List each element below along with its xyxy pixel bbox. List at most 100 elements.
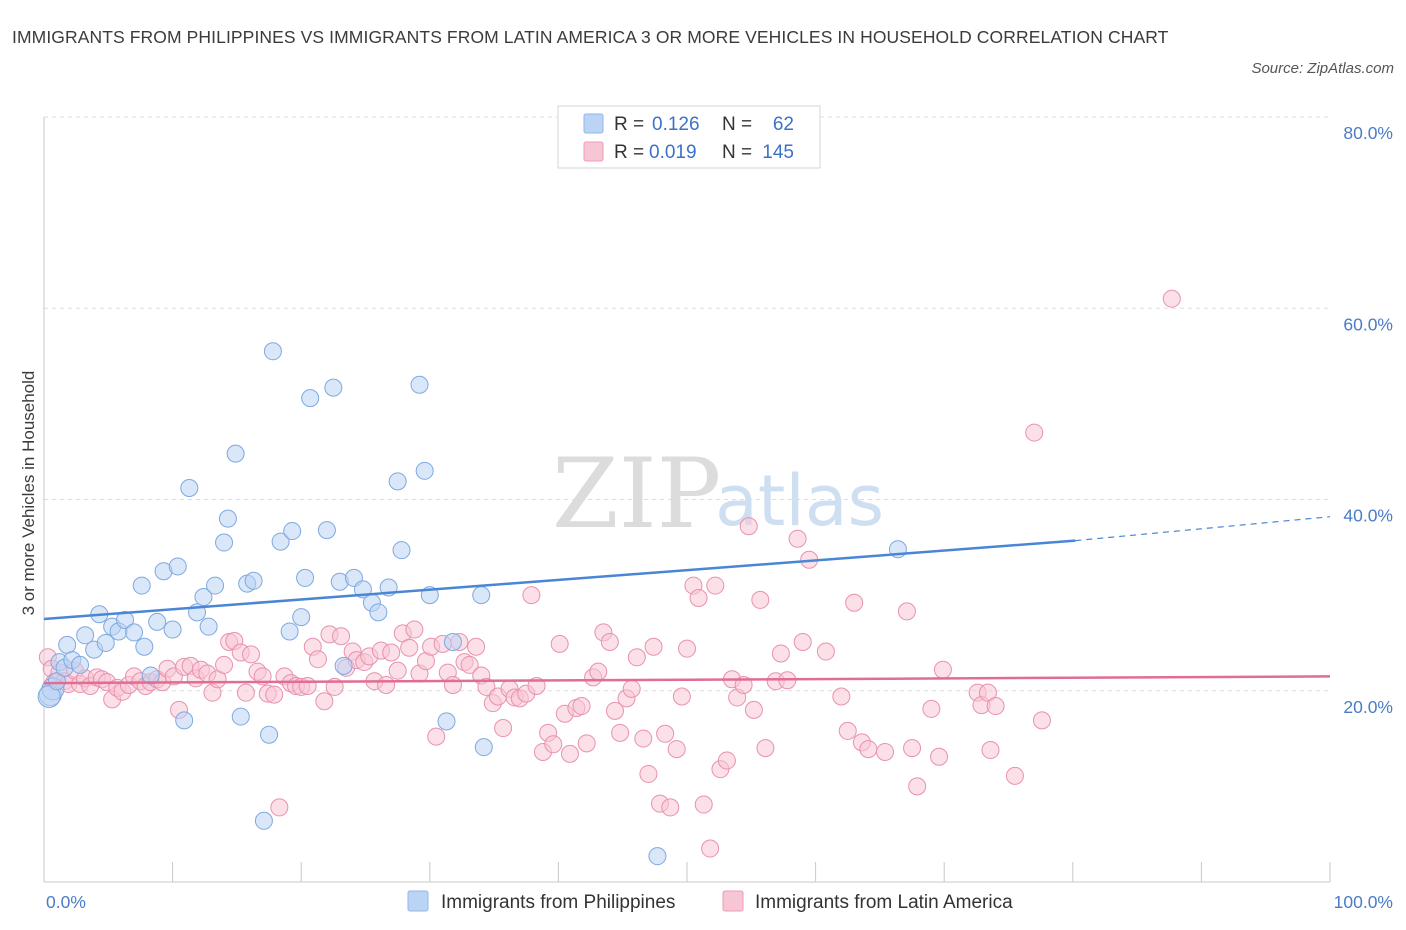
y-tick-label: 80.0% <box>1343 123 1393 143</box>
point-philippines <box>292 608 311 627</box>
point-philippines <box>231 707 250 726</box>
point-latin-america <box>933 660 952 679</box>
point-philippines <box>324 378 343 397</box>
point-latin-america <box>739 517 758 536</box>
series-latin-america <box>38 289 1181 858</box>
point-latin-america <box>689 588 708 607</box>
point-philippines <box>175 711 194 730</box>
point-philippines <box>47 672 66 691</box>
point-philippines <box>388 472 407 491</box>
point-latin-america <box>744 700 763 719</box>
point-philippines <box>392 541 411 560</box>
legend-r-value-2: 0.019 <box>649 142 697 163</box>
point-latin-america <box>589 662 608 681</box>
x-tick-labels: 0.0% 100.0% <box>46 892 1393 912</box>
point-philippines <box>443 632 462 651</box>
point-latin-america <box>627 648 646 667</box>
point-philippines <box>96 633 115 652</box>
trend-lines <box>43 516 1331 685</box>
point-latin-america <box>308 650 327 669</box>
trend-line-philippines <box>43 539 1076 621</box>
point-latin-america <box>634 729 653 748</box>
point-philippines <box>168 557 187 576</box>
point-latin-america <box>930 747 949 766</box>
y-tick-labels: 20.0% 40.0% 60.0% 80.0% <box>1343 123 1393 717</box>
legend-swatch-philippines <box>583 113 604 134</box>
point-philippines <box>280 622 299 641</box>
point-latin-america <box>494 719 513 738</box>
point-philippines <box>218 509 237 528</box>
point-philippines <box>369 603 388 622</box>
point-latin-america <box>242 645 261 664</box>
legend-n-value-1: 62 <box>773 114 794 135</box>
point-latin-america <box>751 590 770 609</box>
point-latin-america <box>908 777 927 796</box>
point-latin-america <box>816 642 835 661</box>
point-latin-america <box>978 683 997 702</box>
point-latin-america <box>544 735 563 754</box>
point-latin-america <box>644 637 663 656</box>
data-points <box>37 289 1181 866</box>
bottom-legend-label-philippines: Immigrants from Philippines <box>441 892 675 913</box>
point-philippines <box>141 666 160 685</box>
bottom-legend: Immigrants from Philippines Immigrants f… <box>407 890 1013 913</box>
point-philippines <box>135 637 154 656</box>
point-philippines <box>71 655 90 674</box>
point-latin-america <box>270 798 289 817</box>
bottom-legend-swatch-philippines <box>407 890 429 912</box>
point-latin-america <box>838 721 857 740</box>
point-philippines <box>180 479 199 498</box>
point-latin-america <box>1032 711 1051 730</box>
point-latin-america <box>236 683 255 702</box>
point-philippines <box>244 571 263 590</box>
legend-r-label-1: R = <box>614 114 644 135</box>
point-latin-america <box>859 740 878 759</box>
y-tick-label: 60.0% <box>1343 314 1393 334</box>
point-latin-america <box>734 676 753 695</box>
point-latin-america <box>771 644 790 663</box>
point-latin-america <box>405 620 424 639</box>
chart-title: IMMIGRANTS FROM PHILIPPINES VS IMMIGRANT… <box>12 27 1169 47</box>
point-philippines <box>226 444 245 463</box>
point-latin-america <box>793 632 812 651</box>
series-philippines <box>37 342 907 866</box>
point-philippines <box>271 532 290 551</box>
legend-swatch-latin-america <box>583 141 604 162</box>
x-tick-label-min: 0.0% <box>46 892 86 912</box>
bottom-legend-swatch-latin-america <box>722 890 744 912</box>
point-latin-america <box>845 593 864 612</box>
point-latin-america <box>922 699 941 718</box>
point-latin-america <box>986 697 1005 716</box>
point-latin-america <box>265 685 284 704</box>
point-latin-america <box>694 795 713 814</box>
legend-n-value-2: 145 <box>762 142 794 163</box>
point-latin-america <box>897 602 916 621</box>
point-latin-america <box>400 638 419 657</box>
point-philippines <box>472 586 491 605</box>
trend-line-philippines-extension <box>1075 516 1331 542</box>
point-latin-america <box>477 677 496 696</box>
point-latin-america <box>315 692 334 711</box>
point-latin-america <box>661 798 680 817</box>
x-tick-label-max: 100.0% <box>1334 892 1393 912</box>
point-latin-america <box>832 687 851 706</box>
point-philippines <box>260 725 279 744</box>
stats-legend: R = 0.126 N = 62 R = 0.019 N = 145 <box>557 105 821 169</box>
legend-r-value-1: 0.126 <box>652 114 700 135</box>
point-latin-america <box>876 742 895 761</box>
point-latin-america <box>427 727 446 746</box>
point-philippines <box>76 626 95 645</box>
point-latin-america <box>1025 423 1044 442</box>
point-philippines <box>296 568 315 587</box>
point-philippines <box>194 588 213 607</box>
point-philippines <box>125 623 144 642</box>
point-latin-america <box>672 687 691 706</box>
point-latin-america <box>253 667 272 686</box>
point-philippines <box>437 712 456 731</box>
point-latin-america <box>756 739 775 758</box>
point-latin-america <box>332 627 351 646</box>
point-philippines <box>474 738 493 757</box>
point-latin-america <box>717 751 736 770</box>
axes <box>43 117 1331 883</box>
